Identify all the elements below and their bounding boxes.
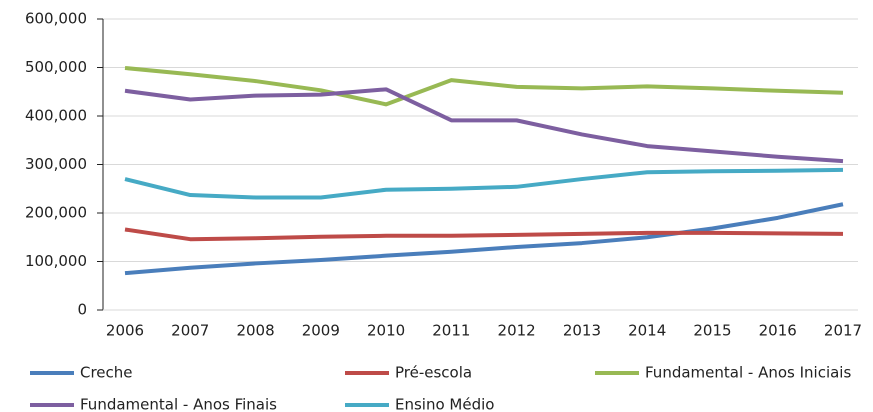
- x-tick-label: 2010: [367, 322, 405, 340]
- series-line: [124, 87, 844, 164]
- x-tick-label: 2007: [171, 322, 209, 340]
- x-tick-label: 2012: [498, 322, 536, 340]
- y-tick-label: 600,000: [25, 10, 87, 28]
- y-tick-label: 200,000: [25, 204, 87, 222]
- y-tick-label: 0: [77, 301, 87, 319]
- x-tick-label: 2016: [759, 322, 797, 340]
- series-line: [124, 167, 844, 200]
- legend-label: Creche: [80, 364, 133, 382]
- x-tick-label: 2008: [236, 322, 274, 340]
- y-tick-label: 500,000: [25, 58, 87, 76]
- x-tick-label: 2015: [693, 322, 731, 340]
- series-line: [124, 227, 844, 242]
- x-tick-label: 2013: [563, 322, 601, 340]
- x-tick-label: 2006: [106, 322, 144, 340]
- x-tick-label: 2011: [432, 322, 470, 340]
- legend-label: Ensino Médio: [395, 396, 494, 412]
- legend-label: Fundamental - Anos Finais: [80, 396, 277, 412]
- x-tick-label: 2014: [628, 322, 666, 340]
- x-tick-label: 2017: [824, 322, 862, 340]
- legend-label: Fundamental - Anos Iniciais: [645, 364, 851, 382]
- y-tick-label: 100,000: [25, 252, 87, 270]
- y-tick-label: 300,000: [25, 155, 87, 173]
- legend-label: Pré-escola: [395, 364, 472, 382]
- series-line: [124, 65, 844, 107]
- series-line: [124, 202, 844, 276]
- y-tick-label: 400,000: [25, 107, 87, 125]
- x-tick-label: 2009: [302, 322, 340, 340]
